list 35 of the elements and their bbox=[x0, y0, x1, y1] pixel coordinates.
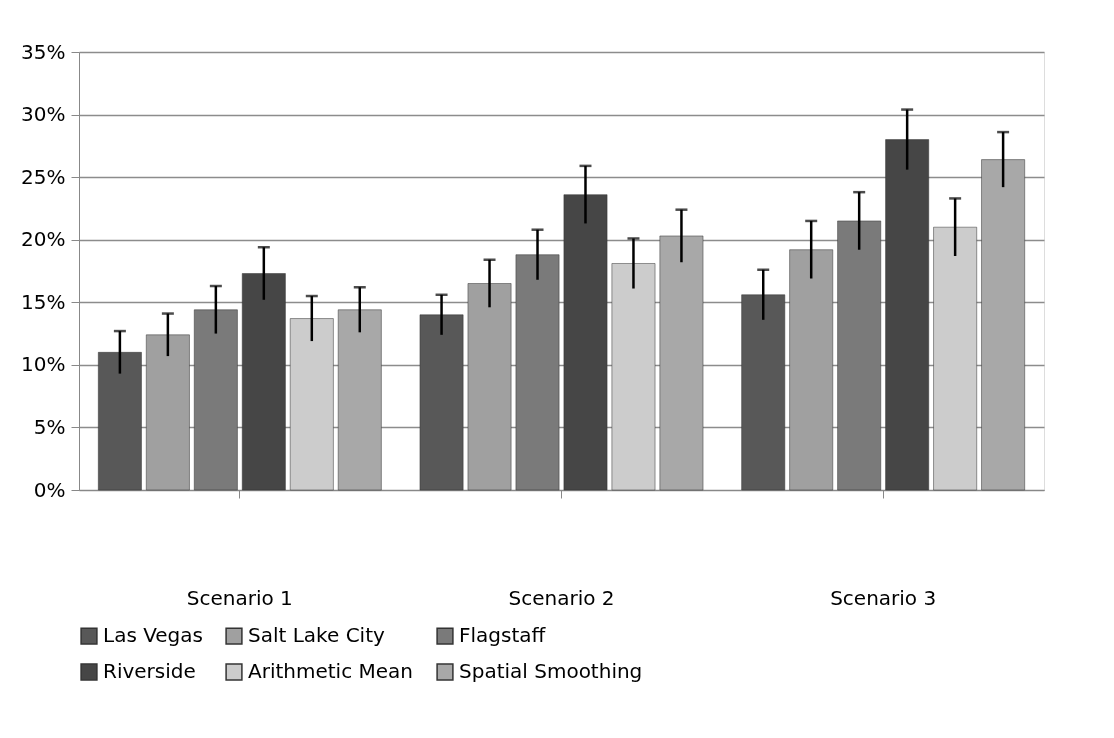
bar bbox=[789, 249, 834, 491]
x-tick-label: Scenario 3 bbox=[830, 585, 937, 610]
y-tick-label: 15% bbox=[21, 289, 66, 314]
bar bbox=[146, 334, 190, 491]
bar bbox=[981, 159, 1025, 491]
bar bbox=[515, 254, 560, 491]
legend-label: Salt Lake City bbox=[248, 623, 385, 648]
bar bbox=[611, 263, 656, 491]
bar bbox=[337, 309, 382, 491]
y-tick-label: 30% bbox=[21, 102, 66, 127]
bar bbox=[419, 314, 464, 491]
legend-label: Flagstaff bbox=[459, 623, 547, 648]
y-tick-label: 5% bbox=[33, 414, 66, 439]
legend-label: Arithmetic Mean bbox=[248, 659, 414, 683]
bar bbox=[563, 194, 608, 491]
legend-label: Spatial Smoothing bbox=[459, 659, 643, 683]
bar bbox=[467, 283, 512, 491]
bar bbox=[289, 318, 334, 491]
bar bbox=[885, 139, 929, 491]
bar bbox=[933, 226, 977, 491]
y-tick-label: 20% bbox=[21, 227, 66, 252]
bar bbox=[837, 220, 882, 491]
bar bbox=[98, 352, 142, 491]
x-tick-label: Scenario 2 bbox=[508, 585, 615, 610]
y-tick-label: 25% bbox=[21, 164, 66, 189]
bar bbox=[194, 309, 238, 491]
y-tick-label: 10% bbox=[21, 352, 66, 377]
bar bbox=[659, 235, 704, 491]
bar bbox=[741, 294, 786, 491]
y-tick-label: 35% bbox=[21, 39, 66, 64]
legend-label: Las Vegas bbox=[103, 623, 203, 648]
y-tick-label: 0% bbox=[33, 477, 66, 502]
x-tick-label: Scenario 1 bbox=[186, 585, 293, 610]
legend-label: Riverside bbox=[103, 659, 196, 683]
bar bbox=[241, 273, 286, 491]
